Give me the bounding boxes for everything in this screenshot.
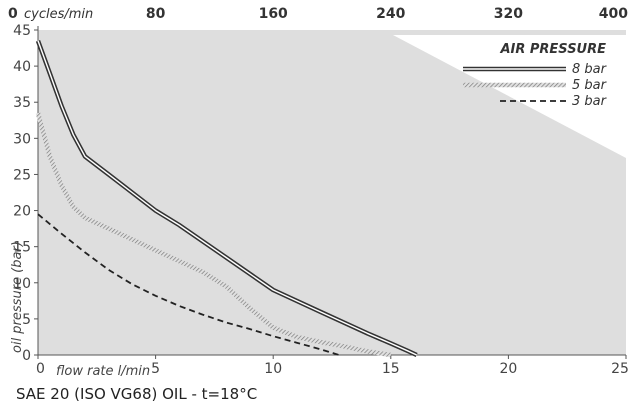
legend-title: AIR PRESSURE [499,42,606,57]
top-axis-tick-label: 80 [146,6,166,22]
y-tick-label: 40 [13,59,31,75]
y-tick-label: 10 [13,276,31,292]
y-tick-label: 45 [13,23,31,39]
top-axis-tick-label: 240 [376,6,405,22]
y-tick-label: 30 [13,131,31,147]
series-line-8-bar-inner [37,40,417,356]
top-axis-tick-label: 160 [259,6,288,22]
x-axis-label: flow rate l/min [56,364,150,379]
x-tick-label: 0 [36,361,45,377]
series-line-5-bar [35,112,392,358]
top-axis-tick-label: 320 [494,6,523,22]
legend-label-5-bar: 5 bar [572,78,608,93]
series-line-3-bar [37,213,340,356]
x-tick-label: 5 [151,361,160,377]
y-tick-label: 15 [13,240,31,256]
x-tick-label: 10 [264,361,282,377]
legend-label-8-bar: 8 bar [572,62,608,77]
x-tick-label: 25 [611,361,629,377]
chart-caption: SAE 20 (ISO VG68) OIL - t=18°C [16,385,258,403]
legend-panel [393,35,626,158]
y-tick-label: 25 [13,167,31,183]
y-tick-label: 5 [22,312,31,328]
y-tick-label: 0 [22,348,31,364]
x-tick-label: 15 [382,361,400,377]
x-tick-label: 20 [499,361,517,377]
top-axis-tick-label: 400 [599,6,628,22]
top-axis-tick-label: 0 [8,6,18,22]
y-axis-label: oil pressure (bar) [10,241,25,353]
legend-label-3-bar: 3 bar [572,94,608,109]
y-tick-label: 20 [13,204,31,220]
top-axis-label: cycles/min [24,7,93,22]
y-tick-label: 35 [13,95,31,111]
